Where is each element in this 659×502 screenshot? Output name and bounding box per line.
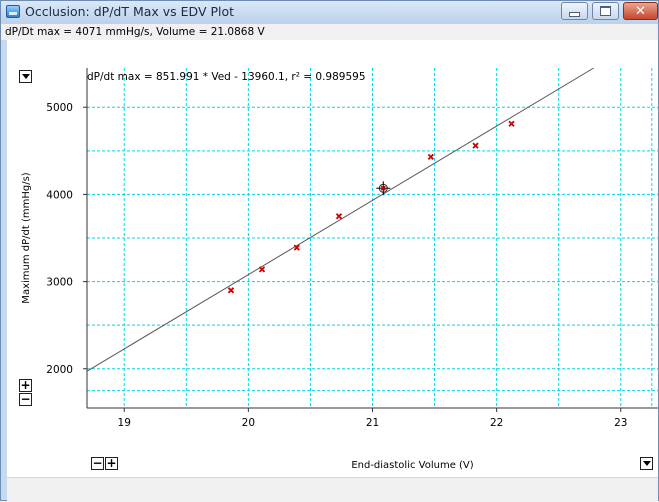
- minimize-button[interactable]: [561, 2, 588, 20]
- data-point-stroke: [227, 287, 235, 294]
- fit-equation: dP/dt max = 851.991 * Ved - 13960.1, r² …: [87, 71, 366, 83]
- data-point-stroke: [335, 213, 343, 220]
- x-zoom-in-button[interactable]: +: [105, 456, 118, 470]
- x-tick-label: 21: [366, 417, 379, 429]
- y-tick-label: 3000: [46, 277, 73, 289]
- chevron-down-icon: [21, 74, 30, 79]
- x-axis-options-button[interactable]: [640, 457, 653, 470]
- plot-area: 19 20 21 22 23 2000 3000 4000 5000 dP/dt max = 8…: [7, 40, 658, 477]
- x-tick-label: 23: [614, 417, 627, 429]
- regression-line: [86, 67, 594, 372]
- data-point: [293, 244, 300, 251]
- y-zoom-out-button[interactable]: −: [19, 392, 32, 406]
- data-point: [227, 287, 235, 294]
- grid-lines: [87, 68, 658, 408]
- app-icon: [6, 5, 20, 18]
- maximize-button[interactable]: [592, 2, 619, 20]
- data-point-stroke: [472, 142, 479, 149]
- readout-status: dP/Dt max = 4071 mmHg/s, Volume = 21.086…: [1, 23, 658, 40]
- y-zoom-in-button[interactable]: +: [19, 378, 32, 392]
- chevron-down-icon: [642, 461, 651, 466]
- data-points: [227, 120, 515, 294]
- y-axis-options-button[interactable]: [19, 70, 32, 83]
- data-point: [427, 153, 434, 161]
- x-tick-label: 22: [490, 417, 503, 429]
- x-tick-label: 20: [242, 417, 255, 429]
- x-zoom-out-button[interactable]: −: [91, 456, 104, 470]
- data-point: [508, 120, 515, 127]
- data-point: [472, 142, 479, 149]
- maximize-icon: [600, 6, 611, 16]
- data-point-stroke: [293, 244, 300, 251]
- y-axis-label: Maximum dP/dt (mmHg/s): [21, 172, 32, 303]
- x-axis-label: End-diastolic Volume (V): [351, 460, 473, 471]
- minimize-icon: [569, 12, 580, 17]
- cursor-point: [380, 185, 386, 191]
- data-point-stroke: [508, 120, 515, 127]
- y-tick-label: 2000: [46, 364, 73, 376]
- data-point: [335, 213, 343, 220]
- cursor-crosshair[interactable]: [376, 181, 391, 196]
- tick-labels: 19 20 21 22 23 2000 3000 4000 5000: [46, 102, 627, 429]
- window-title: Occlusion: dP/dT Max vs EDV Plot: [25, 4, 235, 19]
- chart-background: [7, 40, 658, 477]
- data-point-stroke: [258, 266, 266, 273]
- bottom-panel: [7, 477, 658, 502]
- close-icon: ✕: [635, 3, 646, 19]
- data-point-stroke: [427, 153, 434, 161]
- close-button[interactable]: ✕: [623, 2, 658, 20]
- y-tick-label: 5000: [46, 102, 73, 114]
- title-bar[interactable]: Occlusion: dP/dT Max vs EDV Plot ✕: [1, 1, 658, 23]
- scatter-chart[interactable]: 19 20 21 22 23 2000 3000 4000 5000 dP/dt max = 8…: [7, 40, 658, 477]
- x-tick-label: 19: [118, 417, 131, 429]
- data-point: [258, 266, 266, 273]
- y-tick-label: 4000: [46, 189, 73, 201]
